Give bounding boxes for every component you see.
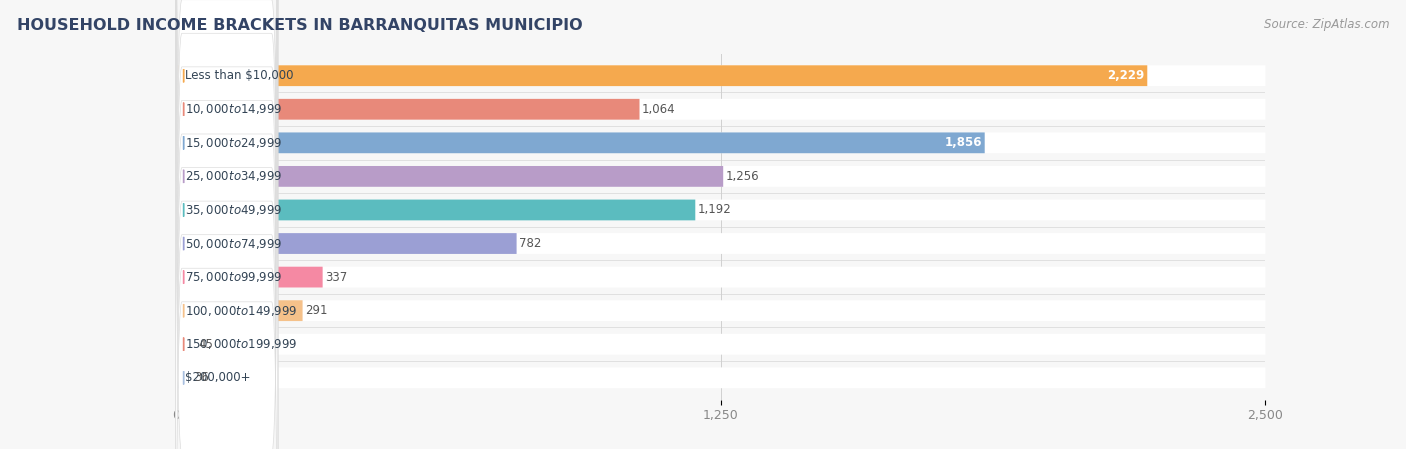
- Text: 337: 337: [325, 271, 347, 284]
- Text: HOUSEHOLD INCOME BRACKETS IN BARRANQUITAS MUNICIPIO: HOUSEHOLD INCOME BRACKETS IN BARRANQUITA…: [17, 18, 582, 33]
- FancyBboxPatch shape: [176, 0, 278, 449]
- Text: 45: 45: [198, 338, 212, 351]
- Text: 2,229: 2,229: [1108, 69, 1144, 82]
- FancyBboxPatch shape: [176, 166, 1265, 187]
- Text: $150,000 to $199,999: $150,000 to $199,999: [186, 337, 298, 351]
- Text: $35,000 to $49,999: $35,000 to $49,999: [186, 203, 283, 217]
- Text: $15,000 to $24,999: $15,000 to $24,999: [186, 136, 283, 150]
- FancyBboxPatch shape: [176, 300, 302, 321]
- FancyBboxPatch shape: [176, 65, 1265, 86]
- FancyBboxPatch shape: [176, 0, 278, 449]
- FancyBboxPatch shape: [176, 267, 322, 287]
- FancyBboxPatch shape: [176, 233, 516, 254]
- FancyBboxPatch shape: [176, 0, 278, 449]
- FancyBboxPatch shape: [176, 0, 278, 449]
- Text: 1,856: 1,856: [945, 136, 983, 150]
- Text: Less than $10,000: Less than $10,000: [186, 69, 294, 82]
- FancyBboxPatch shape: [176, 166, 723, 187]
- FancyBboxPatch shape: [176, 99, 1265, 120]
- Text: $50,000 to $74,999: $50,000 to $74,999: [186, 237, 283, 251]
- Text: $200,000+: $200,000+: [186, 371, 250, 384]
- Text: 1,192: 1,192: [697, 203, 731, 216]
- FancyBboxPatch shape: [176, 0, 278, 449]
- Text: 36: 36: [194, 371, 209, 384]
- FancyBboxPatch shape: [176, 367, 191, 388]
- FancyBboxPatch shape: [176, 199, 696, 220]
- FancyBboxPatch shape: [176, 132, 1265, 153]
- FancyBboxPatch shape: [176, 300, 1265, 321]
- FancyBboxPatch shape: [176, 367, 1265, 388]
- Text: Source: ZipAtlas.com: Source: ZipAtlas.com: [1264, 18, 1389, 31]
- FancyBboxPatch shape: [176, 0, 278, 449]
- Text: $10,000 to $14,999: $10,000 to $14,999: [186, 102, 283, 116]
- Text: 291: 291: [305, 304, 328, 317]
- Text: $75,000 to $99,999: $75,000 to $99,999: [186, 270, 283, 284]
- Text: 1,064: 1,064: [643, 103, 676, 116]
- Text: $100,000 to $149,999: $100,000 to $149,999: [186, 304, 298, 317]
- Text: 782: 782: [519, 237, 541, 250]
- FancyBboxPatch shape: [176, 334, 1265, 355]
- FancyBboxPatch shape: [176, 334, 195, 355]
- FancyBboxPatch shape: [176, 233, 1265, 254]
- Text: $25,000 to $34,999: $25,000 to $34,999: [186, 169, 283, 183]
- Text: 1,256: 1,256: [725, 170, 759, 183]
- FancyBboxPatch shape: [176, 99, 640, 120]
- FancyBboxPatch shape: [176, 0, 278, 449]
- FancyBboxPatch shape: [176, 199, 1265, 220]
- FancyBboxPatch shape: [176, 65, 1147, 86]
- FancyBboxPatch shape: [176, 0, 278, 449]
- FancyBboxPatch shape: [176, 132, 984, 153]
- FancyBboxPatch shape: [176, 267, 1265, 287]
- FancyBboxPatch shape: [176, 0, 278, 449]
- FancyBboxPatch shape: [176, 0, 278, 449]
